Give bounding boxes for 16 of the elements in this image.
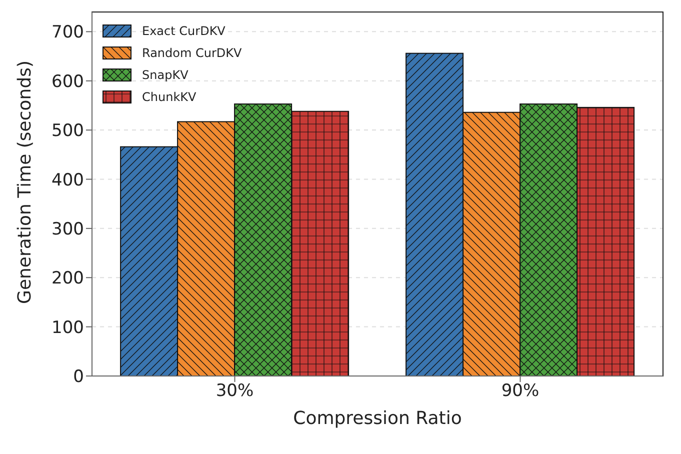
y-tick-label: 200 [52,268,84,289]
y-tick-label: 300 [52,219,84,240]
y-tick-label: 0 [73,367,84,388]
y-axis-title: Generation Time (seconds) [14,60,36,304]
y-tick-label: 700 [52,22,84,43]
legend-label: ChunkKV [142,90,196,104]
x-tick-label: 30% [216,381,254,402]
y-tick-label: 500 [52,121,84,142]
x-axis-title: Compression Ratio [293,408,462,429]
y-tick-label: 400 [52,170,84,190]
legend-label: SnapKV [142,68,188,82]
legend-label: Random CurDKV [142,46,242,60]
legend-label: Exact CurDKV [142,24,226,38]
y-tick-label: 100 [52,318,84,338]
x-tick-label: 90% [501,381,540,402]
y-tick-label: 600 [52,72,84,92]
